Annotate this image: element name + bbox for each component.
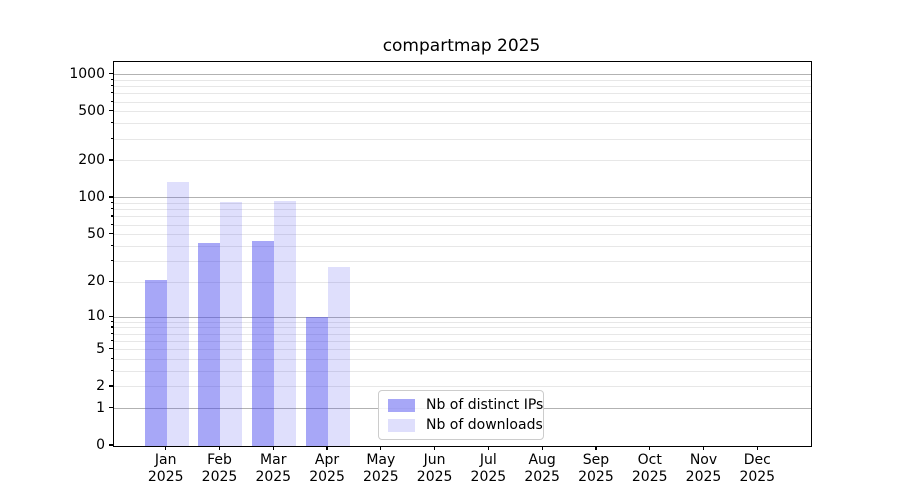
gridline-minor-20 (114, 281, 811, 283)
x-label-month: Oct (637, 452, 662, 468)
gridline-major-1000 (114, 74, 811, 76)
gridline-minor-80 (114, 209, 811, 211)
x-label-year: 2025 (416, 469, 453, 485)
x-label-year: 2025 (470, 469, 507, 485)
gridline-minor-40 (114, 245, 811, 247)
x-tick-label-jun: Jun 2025 (403, 452, 467, 486)
bar-downloads-apr (328, 266, 351, 446)
gridline-minor-6 (114, 340, 811, 342)
x-label-month: Jul (479, 452, 497, 468)
y-tick-label-0: 0 (96, 437, 105, 453)
bar-distinct-ips-feb (198, 242, 221, 446)
y-tick-label-5: 5 (96, 340, 105, 357)
gridline-minor-600 (114, 101, 811, 103)
x-label-year: 2025 (578, 469, 614, 485)
gridline-minor-800 (114, 86, 811, 88)
y-tick-label-100: 100 (78, 188, 105, 205)
y-tick-label-10: 10 (87, 308, 105, 325)
y-tick-label-20: 20 (87, 273, 105, 290)
gridline-minor-70 (114, 216, 811, 218)
x-label-month: Aug (528, 452, 556, 468)
x-label-month: Dec (743, 452, 771, 468)
x-label-month: Jun (423, 452, 446, 468)
y-tick-label-1000: 1000 (69, 65, 105, 82)
x-label-month: Apr (314, 452, 340, 468)
gridline-minor-50 (114, 234, 811, 236)
bar-downloads-mar (274, 200, 297, 446)
x-label-month: Nov (689, 452, 718, 468)
x-tick-label-jan: Jan 2025 (134, 452, 198, 486)
legend-label-distinct-ips: Nb of distinct IPs (426, 397, 544, 413)
y-tick-label-2: 2 (96, 377, 105, 394)
x-tick-label-dec: Dec 2025 (725, 452, 789, 486)
y-tick-label-1: 1 (96, 399, 105, 416)
x-label-year: 2025 (524, 469, 560, 485)
x-label-year: 2025 (363, 469, 399, 485)
x-tick-label-apr: Apr 2025 (295, 452, 359, 486)
bar-distinct-ips-apr (306, 317, 329, 446)
plot-area (113, 61, 812, 447)
gridline-minor-30 (114, 260, 811, 262)
gridline-minor-200 (114, 160, 811, 162)
bar-downloads-jan (166, 181, 189, 446)
gridline-minor-7 (114, 333, 811, 335)
gridline-minor-2 (114, 386, 811, 388)
chart-title: compartmap 2025 (382, 36, 541, 56)
x-tick-label-sep: Sep 2025 (564, 452, 628, 486)
legend-item-distinct-ips: Nb of distinct IPs (388, 397, 543, 413)
x-tick-label-nov: Nov 2025 (672, 452, 736, 486)
gridline-minor-900 (114, 79, 811, 81)
gridline-major-100 (114, 197, 811, 199)
bar-downloads-feb (220, 201, 243, 446)
gridline-minor-500 (114, 111, 811, 113)
x-label-month: Sep (582, 452, 610, 468)
gridline-minor-400 (114, 123, 811, 125)
x-label-year: 2025 (739, 469, 776, 485)
legend: Nb of distinct IPs Nb of downloads (378, 390, 544, 440)
gridline-minor-60 (114, 224, 811, 226)
gridline-minor-9 (114, 321, 811, 323)
x-label-month: Jan (154, 452, 177, 468)
gridline-minor-700 (114, 93, 811, 95)
x-label-year: 2025 (255, 469, 292, 485)
x-tick-label-may: May 2025 (349, 452, 413, 486)
gridline-minor-90 (114, 203, 811, 205)
x-label-year: 2025 (685, 469, 722, 485)
gridline-minor-3 (114, 370, 811, 372)
gridline-minor-300 (114, 138, 811, 140)
x-label-month: Mar (260, 452, 287, 468)
gridline-minor-8 (114, 327, 811, 329)
x-tick-label-feb: Feb 2025 (187, 452, 251, 486)
x-label-year: 2025 (147, 469, 184, 485)
x-label-month: May (366, 452, 396, 468)
x-label-year: 2025 (201, 469, 238, 485)
x-label-month: Feb (207, 452, 232, 468)
gridline-minor-5 (114, 349, 811, 351)
y-tick-label-500: 500 (78, 102, 105, 119)
bar-distinct-ips-mar (252, 241, 275, 446)
gridline-major-10 (114, 316, 811, 318)
x-tick-label-jul: Jul 2025 (456, 452, 520, 486)
x-tick-label-oct: Oct 2025 (618, 452, 682, 486)
bar-distinct-ips-jan (144, 279, 167, 446)
gridline-minor-4 (114, 358, 811, 360)
x-tick-label-mar: Mar 2025 (241, 452, 305, 486)
x-label-year: 2025 (631, 469, 668, 485)
y-tick-label-50: 50 (87, 225, 105, 242)
x-label-year: 2025 (309, 469, 345, 485)
legend-label-downloads: Nb of downloads (426, 417, 543, 433)
y-tick-label-200: 200 (78, 151, 105, 168)
legend-item-downloads: Nb of downloads (388, 417, 543, 433)
legend-swatch-distinct-ips (388, 398, 415, 412)
x-tick-label-aug: Aug 2025 (510, 452, 574, 486)
legend-swatch-downloads (388, 418, 415, 432)
